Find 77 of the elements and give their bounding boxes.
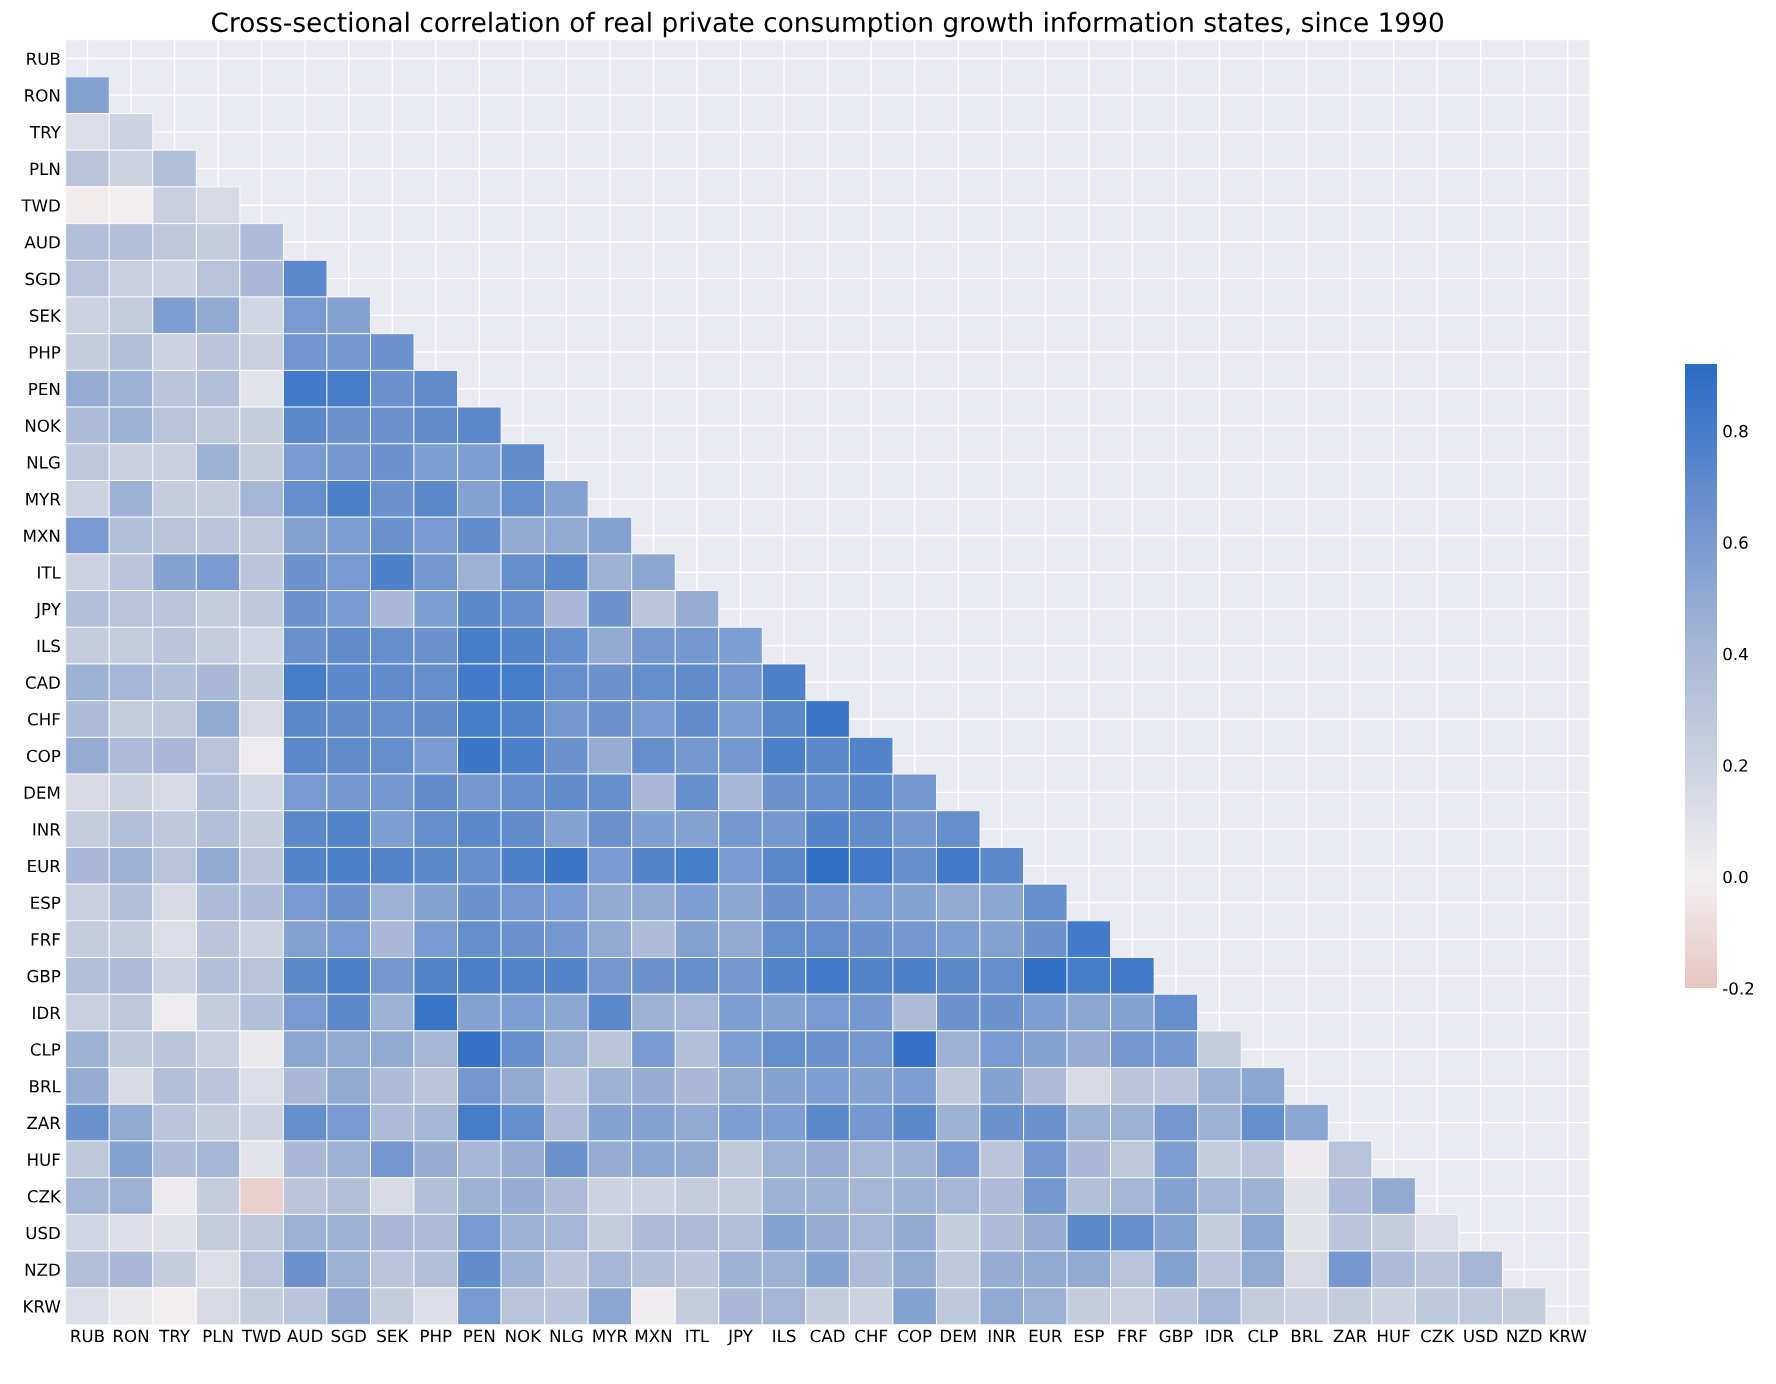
x-tick-label: MYR [593,1329,628,1343]
y-tick-label: MYR [26,493,61,506]
y-tick-label: NZD [25,1263,60,1276]
x-tick-label: COP [898,1329,932,1343]
color-bar-label: 0.4 [1723,647,1748,661]
y-tick-label: ESP [31,896,61,910]
y-tick-label: HUF [28,1153,60,1166]
y-tick-label: CZK [27,1190,62,1203]
x-tick-label: ZAR [1333,1329,1367,1343]
x-tick-label: RUB [71,1329,104,1343]
y-tick-label: JPY [35,603,61,619]
y-tick-label: FRF [31,933,60,946]
x-tick-label: FRF [1118,1329,1147,1343]
y-tick-label: TRY [29,126,61,139]
x-tick-label: ILS [773,1329,796,1343]
x-tick-label: ESP [1074,1329,1104,1343]
x-tick-label: SGD [331,1329,366,1343]
x-tick-label: KRW [1550,1329,1587,1343]
x-tick-label: CLP [1248,1329,1278,1343]
y-tick-label: ITL [38,566,61,579]
y-tick-label: PLN [30,162,60,175]
color-bar-label: 0.2 [1723,759,1748,772]
y-tick-label: KRW [24,1300,61,1313]
color-bar-label: 0.6 [1723,536,1748,549]
x-tick-label: NZD [1507,1329,1542,1343]
y-tick-label: TWD [21,199,60,212]
x-tick-label: MXN [635,1329,671,1343]
x-tick-label: EUR [1029,1329,1062,1343]
y-tick-label: DEM [24,786,60,799]
x-tick-label: IDR [1206,1329,1234,1343]
x-tick-label: JPY [727,1329,753,1346]
x-tick-label: PHP [421,1329,452,1343]
x-tick-label: GBP [1159,1329,1193,1343]
color-bar-label: 0.0 [1723,870,1748,884]
x-tick-label: NOK [506,1329,542,1343]
y-tick-label: GBP [27,969,61,983]
y-tick-label: BRL [30,1080,61,1093]
color-bar-label: -0.2 [1723,982,1754,995]
x-tick-label: CHF [855,1329,888,1343]
y-tick-label: CAD [25,676,60,689]
y-tick-label: NOK [25,419,62,433]
y-tick-label: PHP [29,346,61,359]
x-tick-label: CAD [810,1329,845,1343]
y-tick-label: SEK [29,309,62,322]
x-tick-label: INR [988,1329,1016,1343]
y-tick-label: NLG [27,456,60,469]
y-tick-label: IDR [33,1006,61,1019]
color-bar-label: 0.8 [1723,424,1748,438]
y-tick-label: CLP [30,1043,61,1056]
x-tick-label: DEM [940,1329,976,1343]
x-tick-label: PLN [203,1329,233,1343]
y-tick-label: AUD [24,236,60,249]
y-tick-label: RUB [27,52,60,66]
x-tick-label: TWD [241,1329,281,1343]
y-tick-label: CHF [28,712,60,726]
chart-title: Cross-sectional correlation of real private consumption growth information states, since 1990 [211,11,1443,38]
y-tick-label: EUR [28,859,61,873]
y-tick-label: COP [26,749,61,763]
y-tick-label: ILS [37,639,60,653]
x-tick-label: PEN [464,1329,495,1343]
x-tick-label: HUF [1378,1329,1410,1343]
x-tick-label: ITL [686,1329,710,1343]
x-tick-label: USD [1464,1329,1498,1343]
y-tick-label: SGD [25,272,60,286]
x-tick-label: CZK [1421,1329,1455,1343]
x-tick-label: RON [114,1329,148,1343]
y-tick-label: PEN [29,382,60,396]
y-tick-label: USD [26,1226,60,1240]
y-tick-label: MXN [24,529,60,542]
y-tick-label: RON [25,89,60,102]
x-tick-label: NLG [550,1329,583,1343]
x-tick-label: TRY [159,1329,191,1343]
y-tick-label: INR [33,823,61,836]
x-tick-label: SEK [377,1329,409,1343]
x-tick-label: AUD [287,1329,323,1343]
x-tick-label: BRL [1292,1329,1323,1343]
y-tick-label: ZAR [27,1116,61,1129]
